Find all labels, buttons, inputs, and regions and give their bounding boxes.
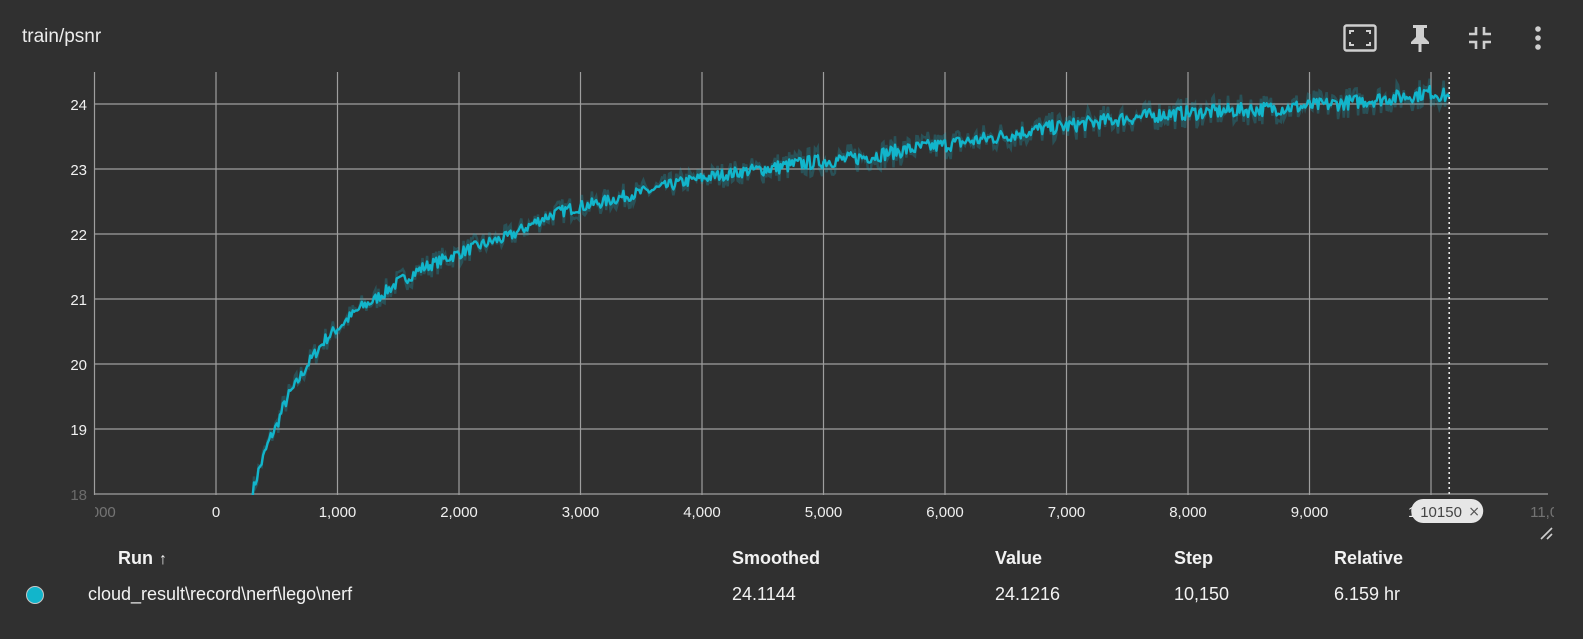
chart[interactable]: -1,000 0 1,000 2,000 3,000 4,000 5,000 6,000 7,0…: [0, 0, 1583, 540]
fit-screen-button[interactable]: [1340, 18, 1380, 58]
series-smoothed-line: [251, 85, 1451, 495]
collapse-icon: [1469, 27, 1491, 49]
y-tick-label: 19: [70, 422, 87, 439]
y-tick-label: 20: [70, 357, 87, 374]
x-tick-label: 7,000: [1048, 504, 1086, 521]
hover-step-chip[interactable]: [1411, 499, 1484, 523]
x-tick-label: 5,000: [805, 504, 843, 521]
x-tick-label: 0: [212, 504, 220, 521]
y-tick-label: 21: [70, 292, 87, 309]
resize-handle-icon[interactable]: [1537, 524, 1553, 540]
card-title: train/psnr: [22, 26, 102, 47]
fit-screen-icon: [1343, 24, 1377, 52]
smoothed-value: 24.1144: [732, 584, 796, 604]
x-tick-label: 9,000: [1291, 504, 1329, 521]
run-name: cloud_result\record\nerf\lego\nerf: [88, 584, 353, 604]
more-options-button[interactable]: [1518, 18, 1558, 58]
pin-button[interactable]: [1400, 18, 1440, 58]
sort-ascending-icon: ↑: [159, 551, 167, 568]
hover-step-label: 10150: [1420, 504, 1462, 521]
run-color-dot[interactable]: [26, 586, 44, 604]
x-tick-label: 11,000: [1530, 504, 1575, 521]
y-tick-label: 23: [70, 162, 87, 179]
x-tick-label: 1,000: [319, 504, 357, 521]
header-step[interactable]: Step: [1174, 548, 1214, 568]
header-run[interactable]: Run ↑: [118, 548, 167, 569]
x-tick-label: 2,000: [440, 504, 478, 521]
x-tick-label: -1,000: [73, 504, 116, 521]
header-value[interactable]: Value: [995, 548, 1043, 568]
y-tick-label: 18: [70, 487, 87, 504]
pin-icon: [1411, 25, 1429, 52]
x-tick-label: 4,000: [683, 504, 721, 521]
x-tick-label: 8,000: [1169, 504, 1207, 521]
x-tick-label: 6,000: [926, 504, 964, 521]
series-raw-line: [251, 78, 1449, 495]
header-run-label: Run: [118, 548, 153, 568]
header-smoothed[interactable]: Smoothed: [732, 548, 820, 568]
collapse-button[interactable]: [1460, 18, 1500, 58]
more-vert-icon: [1535, 26, 1541, 50]
x-tick-label: 3,000: [562, 504, 600, 521]
relative-value: 6.159 hr: [1334, 584, 1401, 604]
step-value: 10,150: [1174, 584, 1230, 604]
header-relative[interactable]: Relative: [1334, 548, 1404, 568]
y-tick-label: 24: [70, 97, 87, 114]
hover-step-close-icon[interactable]: ×: [1468, 504, 1480, 520]
raw-value: 24.1216: [995, 584, 1061, 604]
y-tick-label: 22: [70, 227, 87, 244]
